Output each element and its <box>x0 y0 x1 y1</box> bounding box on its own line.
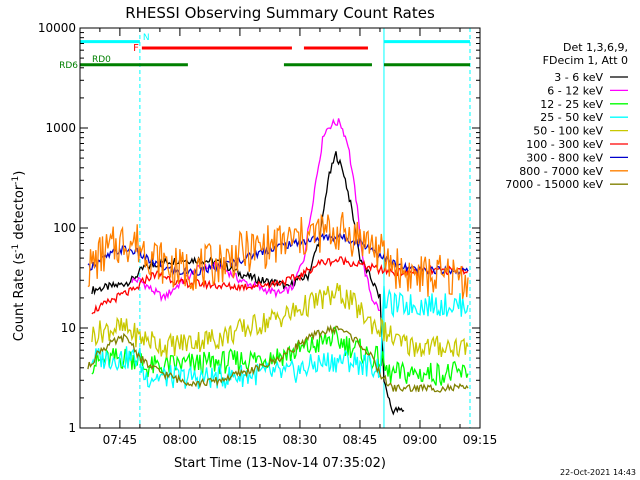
flag-label-rd0: RD0 <box>92 55 111 65</box>
chart-title: RHESSI Observing Summary Count Rates <box>125 4 435 22</box>
x-tick-label: 08:00 <box>163 433 198 447</box>
x-tick-label: 08:15 <box>223 433 258 447</box>
data-layer: NF RD0 RD6 <box>59 28 471 428</box>
x-tick-label: 09:15 <box>463 433 498 447</box>
y-tick-label: 1000 <box>45 121 76 135</box>
series-line <box>91 285 469 390</box>
y-axis-label: Count Rate (s-1 detector-1) <box>11 171 27 342</box>
x-tick-label: 08:45 <box>343 433 378 447</box>
series-line <box>91 282 469 358</box>
legend-header-line2: FDecim 1, Att 0 <box>543 54 628 67</box>
legend-label: 300 - 800 keV <box>526 151 603 164</box>
y-tick-label: 1 <box>68 421 76 435</box>
legend-label: 12 - 25 keV <box>540 98 603 111</box>
x-tick-label: 09:00 <box>403 433 438 447</box>
legend-label: 50 - 100 keV <box>533 125 603 138</box>
legend-label: 3 - 6 keV <box>554 71 603 84</box>
legend-header-line1: Det 1,3,6,9, <box>563 41 628 54</box>
series-line <box>91 256 469 315</box>
series-line <box>87 324 469 393</box>
series-line <box>91 326 469 386</box>
y-tick-label: 100 <box>53 221 76 235</box>
flag-label-rd6: RD6 <box>59 61 78 71</box>
flag-label-f: F <box>133 43 139 54</box>
x-tick-label: 07:45 <box>103 433 138 447</box>
y-tick-label: 10 <box>61 321 76 335</box>
legend-label: 100 - 300 keV <box>526 138 603 151</box>
legend-label: 7000 - 15000 keV <box>505 178 603 191</box>
flag-label-n: N <box>143 33 150 43</box>
generation-timestamp: 22-Oct-2021 14:43 <box>560 468 636 477</box>
x-tick-label: 08:30 <box>283 433 318 447</box>
legend-label: 800 - 7000 keV <box>519 165 603 178</box>
series-line <box>87 212 469 299</box>
x-axis-label: Start Time (13-Nov-14 07:35:02) <box>174 456 386 471</box>
series-line <box>91 151 405 416</box>
y-tick-label: 10000 <box>38 21 76 35</box>
legend-label: 25 - 50 keV <box>540 111 603 124</box>
axes-layer: 07:45 08:00 08:15 08:30 08:45 09:00 09:15 1 10 10… <box>38 21 497 447</box>
legend-label: 6 - 12 keV <box>547 84 603 97</box>
